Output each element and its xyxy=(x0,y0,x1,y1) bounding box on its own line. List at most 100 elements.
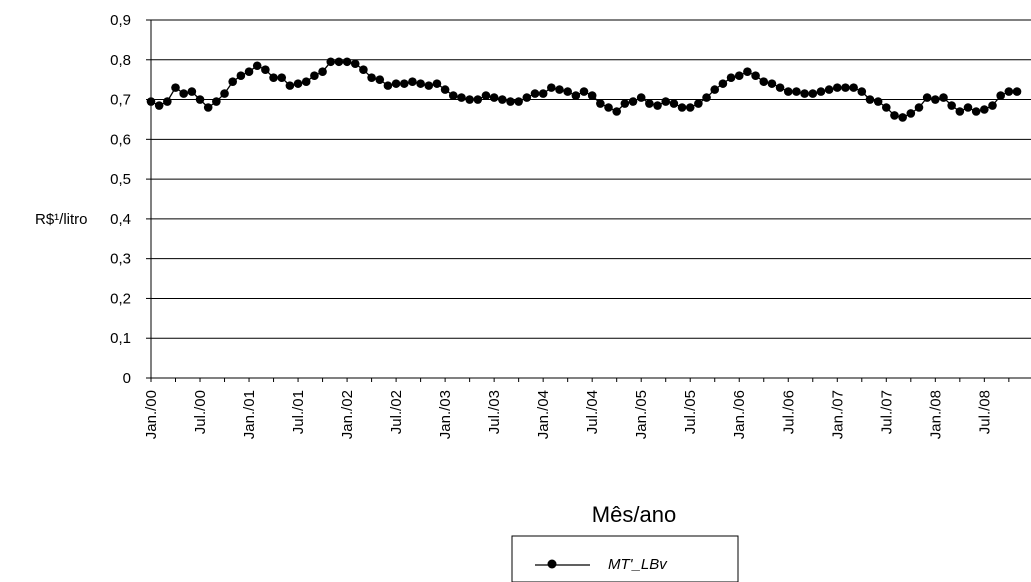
y-tick-labels: 0 0,1 0,2 0,3 0,4 0,5 0,6 0,7 0,8 0,9 xyxy=(110,12,131,387)
data-point xyxy=(677,103,687,112)
data-point xyxy=(555,85,564,94)
x-tick-label: Jan./05 xyxy=(633,390,650,439)
x-tick-label: Jan./06 xyxy=(731,390,748,439)
data-point xyxy=(448,91,458,100)
data-point xyxy=(710,85,720,94)
data-point xyxy=(244,67,254,77)
data-point xyxy=(473,95,483,104)
x-tick-label: Jan./01 xyxy=(241,390,258,439)
y-tick-label: 0,2 xyxy=(110,290,131,307)
data-point xyxy=(203,103,213,112)
data-point xyxy=(334,57,344,67)
data-point xyxy=(759,77,769,86)
data-point xyxy=(906,109,916,118)
data-point xyxy=(718,79,728,88)
data-point xyxy=(898,113,907,122)
data-point xyxy=(310,71,319,80)
data-point xyxy=(195,95,205,104)
data-point xyxy=(285,81,295,90)
data-point xyxy=(914,103,924,112)
legend-box xyxy=(511,535,739,582)
y-axis-label: R$¹/litro xyxy=(35,211,88,228)
y-tick-label: 0,6 xyxy=(110,131,131,148)
data-point xyxy=(832,83,842,92)
data-point xyxy=(783,87,793,96)
data-point xyxy=(154,101,164,110)
x-tick-label: Jan./08 xyxy=(927,390,944,439)
data-point xyxy=(399,79,409,88)
data-point xyxy=(841,83,850,92)
data-point xyxy=(252,61,262,71)
data-point xyxy=(988,101,997,110)
data-point xyxy=(775,83,785,92)
data-point xyxy=(563,87,572,96)
data-point xyxy=(628,97,638,106)
x-tick-labels: Jan./00 Jul./00 Jan./01 Jul./01 Jan./02 Jul./… xyxy=(143,390,993,439)
data-point xyxy=(506,97,515,106)
y-tick-label: 0,1 xyxy=(110,330,131,347)
data-point xyxy=(808,89,818,98)
data-point xyxy=(277,73,287,82)
y-tick-label: 0,8 xyxy=(110,52,131,69)
data-point xyxy=(424,81,434,90)
data-point xyxy=(612,107,621,116)
data-point xyxy=(163,97,172,106)
y-tick-label: 0,3 xyxy=(110,251,131,268)
y-tick-label: 0,5 xyxy=(110,171,131,188)
data-point xyxy=(604,103,613,112)
data-point xyxy=(432,79,442,88)
data-point xyxy=(489,93,499,102)
data-point xyxy=(1004,87,1014,96)
data-point xyxy=(702,93,711,102)
data-point xyxy=(571,91,581,100)
legend-marker-swatch xyxy=(547,559,557,569)
data-point xyxy=(971,107,981,116)
data-point xyxy=(816,87,826,96)
data-point xyxy=(375,75,385,84)
data-points xyxy=(146,57,1022,122)
data-point xyxy=(146,97,156,106)
data-point xyxy=(587,91,597,100)
data-point xyxy=(547,83,556,92)
data-point xyxy=(922,93,932,102)
x-tick-label: Jul./06 xyxy=(780,390,797,434)
data-point xyxy=(383,81,393,90)
data-point xyxy=(171,83,180,92)
data-point xyxy=(228,77,237,86)
data-point xyxy=(645,99,654,108)
x-tick-label: Jan./04 xyxy=(535,390,552,439)
legend: MT'_LBv xyxy=(511,535,739,582)
x-tick-label: Jul./01 xyxy=(290,390,307,434)
x-tick-label: Jan./02 xyxy=(339,390,356,439)
data-point xyxy=(947,101,956,110)
data-point xyxy=(359,65,368,75)
y-tick-label: 0,7 xyxy=(110,92,131,109)
data-point xyxy=(236,71,246,80)
x-tick-label: Jan./00 xyxy=(143,390,160,439)
x-axis-label: Mês/ano xyxy=(592,502,676,527)
y-tick-label: 0,9 xyxy=(110,12,131,29)
x-tick-label: Jul./03 xyxy=(486,390,503,434)
data-point xyxy=(342,57,352,67)
data-point xyxy=(849,83,858,92)
data-point xyxy=(857,87,867,96)
data-point xyxy=(955,107,965,116)
data-point xyxy=(931,95,940,104)
data-point xyxy=(694,99,703,108)
data-point xyxy=(734,71,744,80)
x-tick-label: Jul./08 xyxy=(976,390,993,434)
data-point xyxy=(522,93,532,102)
data-point xyxy=(530,89,540,98)
data-point xyxy=(669,99,679,108)
axes xyxy=(146,19,1031,382)
data-point xyxy=(939,93,948,102)
x-tick-label: Jul./02 xyxy=(388,390,405,434)
data-point xyxy=(514,97,523,106)
data-point xyxy=(865,95,875,104)
data-point xyxy=(963,103,973,112)
data-point xyxy=(873,97,883,106)
data-point xyxy=(980,105,989,114)
data-point xyxy=(350,59,360,69)
x-tick-label: Jul./05 xyxy=(682,390,699,434)
